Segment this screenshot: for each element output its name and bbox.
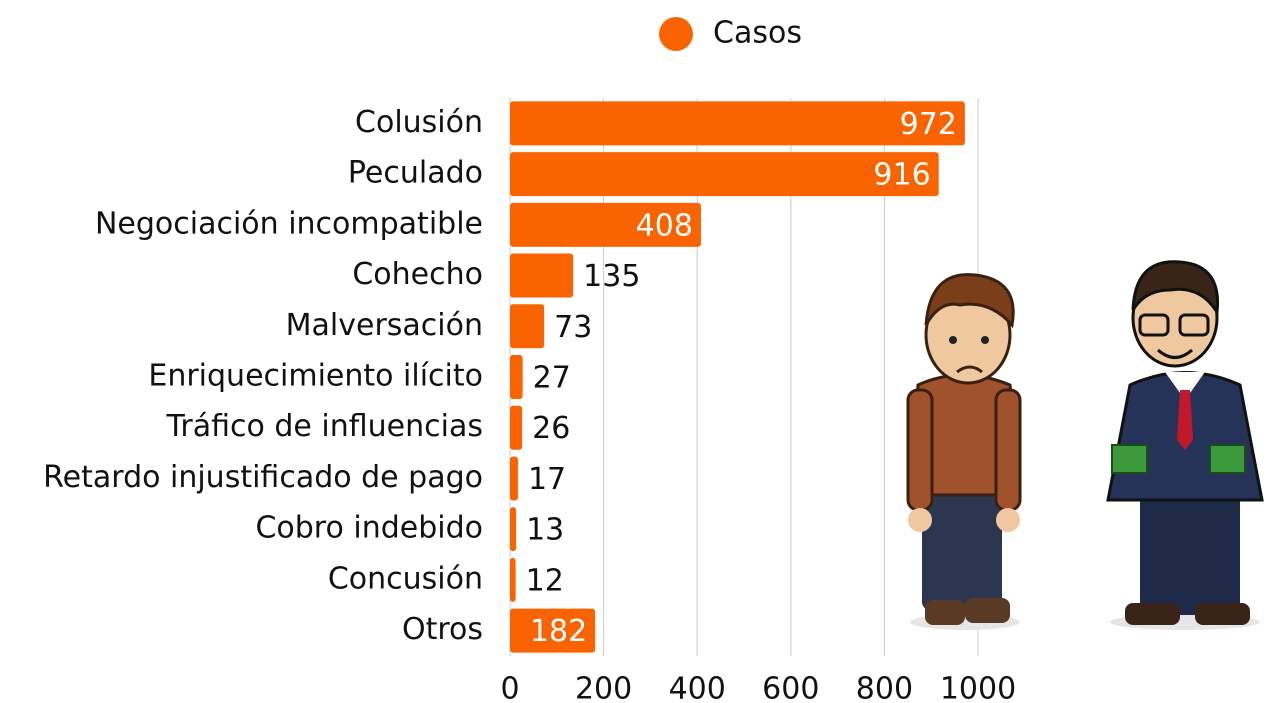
legend-label: Casos bbox=[713, 16, 802, 51]
chart: 0 200 400 600 800 1000 Colusión 972 Peculado 916 N… bbox=[0, 0, 1270, 703]
x-tick-label: 1000 bbox=[940, 672, 1016, 703]
illustration bbox=[908, 262, 1262, 630]
value-label: 916 bbox=[873, 158, 930, 193]
x-tick-label: 800 bbox=[856, 672, 913, 703]
value-label: 182 bbox=[530, 614, 587, 649]
y-tick-label: Enriquecimiento ilícito bbox=[148, 359, 483, 394]
x-tick-label: 200 bbox=[575, 672, 632, 703]
value-label: 73 bbox=[554, 310, 592, 345]
bar bbox=[510, 406, 522, 450]
bar bbox=[510, 355, 523, 399]
value-label: 27 bbox=[533, 361, 571, 396]
bar bbox=[510, 101, 965, 145]
legend-swatch bbox=[659, 17, 693, 51]
bar bbox=[510, 558, 516, 602]
value-label: 135 bbox=[583, 259, 640, 294]
y-tick-label: Cobro indebido bbox=[255, 511, 483, 546]
y-tick-label: Negociación incompatible bbox=[95, 206, 483, 241]
x-tick-label: 400 bbox=[669, 672, 726, 703]
x-tick-label: 600 bbox=[762, 672, 819, 703]
y-tick-label: Concusión bbox=[328, 561, 483, 596]
y-tick-label: Cohecho bbox=[352, 257, 483, 292]
bar bbox=[510, 456, 518, 500]
value-label: 408 bbox=[636, 208, 693, 243]
plot: 0 200 400 600 800 1000 Colusión 972 Peculado 916 N… bbox=[43, 16, 1016, 703]
y-tick-label: Retardo injustificado de pago bbox=[43, 460, 483, 495]
y-tick-label: Peculado bbox=[348, 156, 483, 191]
value-label: 26 bbox=[532, 411, 570, 446]
value-label: 17 bbox=[528, 462, 566, 497]
x-tick-label: 0 bbox=[500, 672, 519, 703]
y-tick-label: Otros bbox=[402, 612, 483, 647]
y-tick-label: Colusión bbox=[355, 105, 483, 140]
value-label: 12 bbox=[526, 563, 564, 598]
bar bbox=[510, 304, 544, 348]
bar bbox=[510, 507, 516, 551]
value-label: 13 bbox=[526, 513, 564, 548]
value-label: 972 bbox=[900, 107, 957, 142]
bar bbox=[510, 254, 573, 298]
y-tick-label: Tráfico de influencias bbox=[165, 409, 483, 444]
y-tick-label: Malversación bbox=[286, 308, 483, 343]
